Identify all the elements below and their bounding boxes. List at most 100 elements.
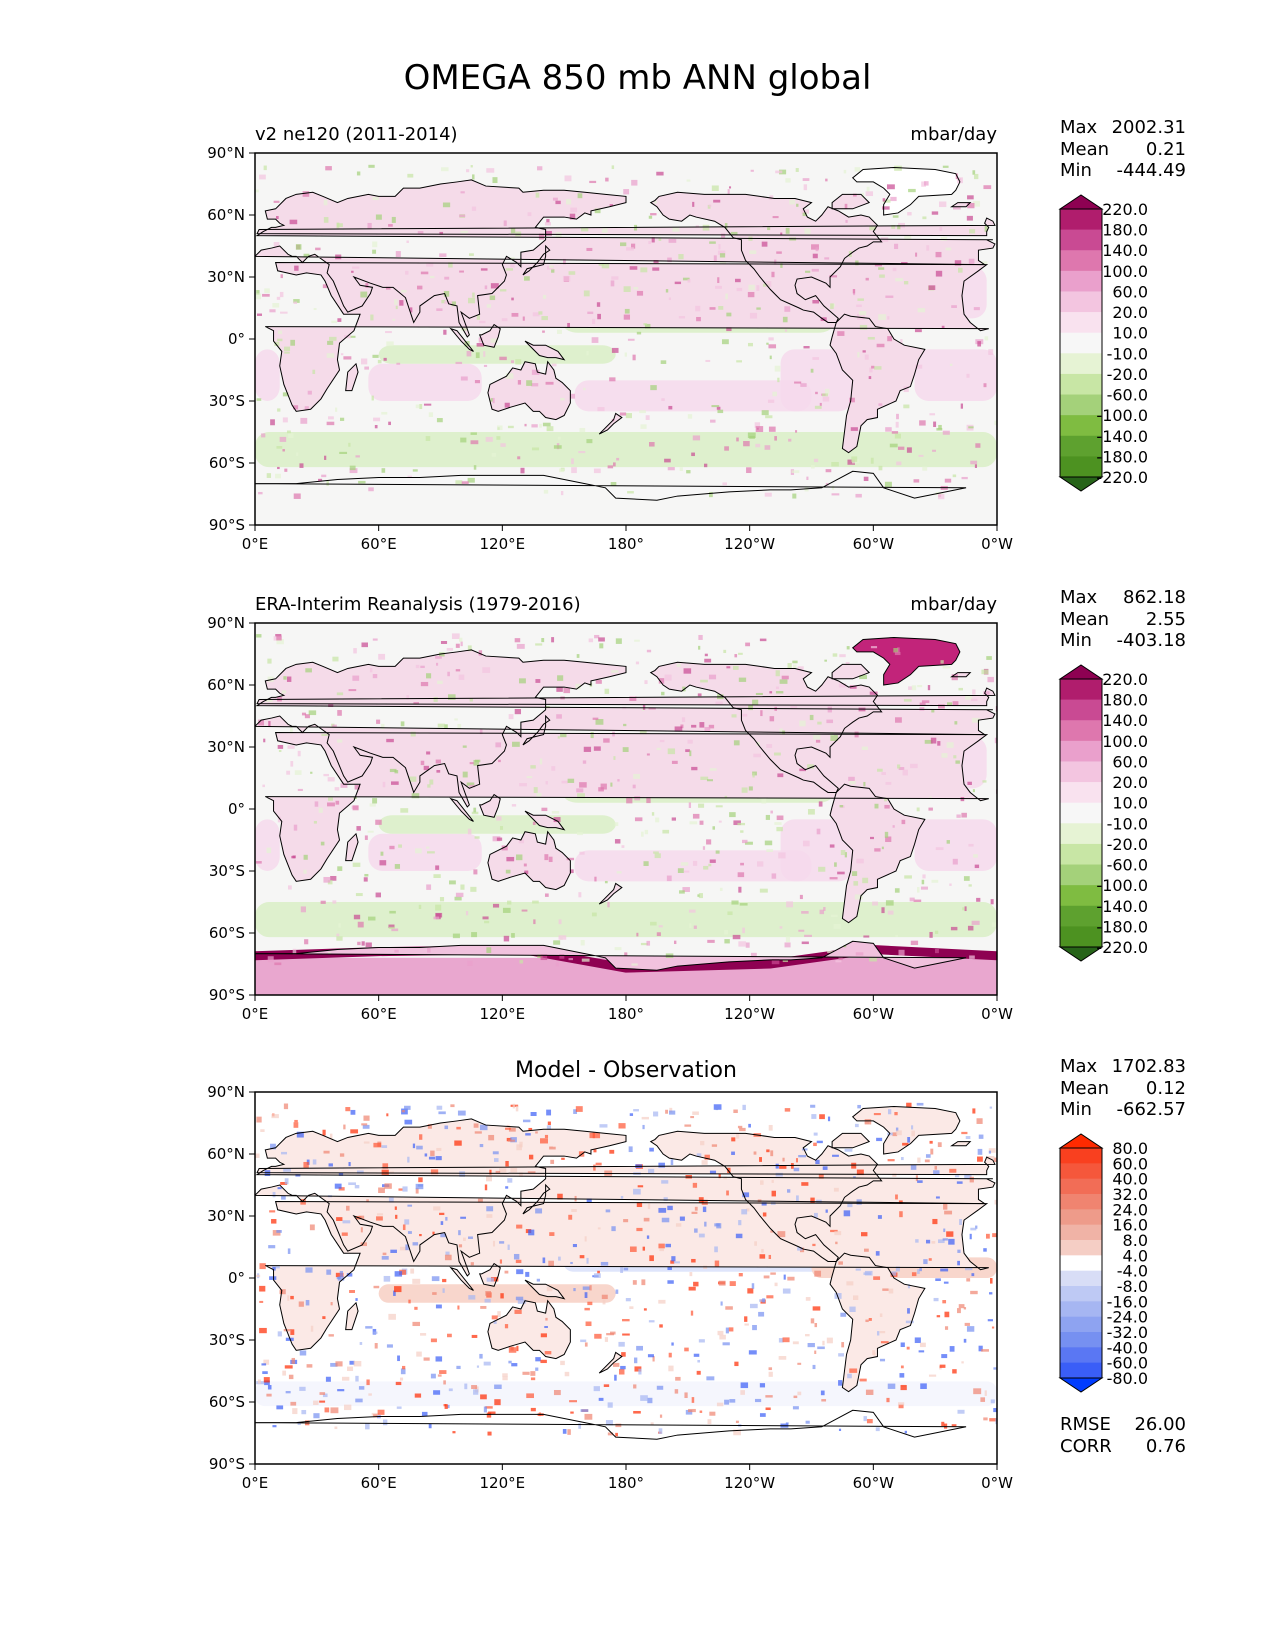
texture-cell: [593, 746, 601, 751]
texture-cell: [372, 354, 379, 358]
texture-cell: [898, 767, 905, 771]
texture-cell: [903, 281, 909, 285]
texture-cell: [344, 1404, 352, 1411]
texture-cell: [428, 1156, 436, 1160]
texture-cell: [761, 410, 769, 416]
texture-cell: [624, 352, 627, 357]
texture-cell: [937, 741, 941, 746]
texture-cell: [488, 1134, 495, 1141]
colorbar-swatch: [1060, 291, 1102, 313]
texture-cell: [479, 1143, 484, 1148]
texture-cell: [863, 781, 866, 787]
texture-cell: [553, 1389, 561, 1396]
texture-cell: [846, 1281, 854, 1286]
texture-cell: [512, 1103, 516, 1109]
texture-cell: [593, 1164, 596, 1171]
texture-cell: [718, 244, 721, 250]
y-tick-label: 0°: [228, 800, 245, 818]
texture-cell: [561, 780, 568, 784]
field-region: [255, 1381, 997, 1407]
texture-cell: [815, 1159, 820, 1165]
texture-cell: [931, 1241, 936, 1244]
texture-cell: [612, 731, 615, 737]
texture-cell: [524, 276, 530, 281]
texture-cell: [768, 426, 776, 432]
texture-cell: [427, 784, 431, 788]
texture-cell: [892, 825, 895, 828]
texture-cell: [919, 702, 926, 706]
texture-cell: [295, 244, 302, 250]
texture-cell: [424, 1153, 428, 1157]
texture-cell: [466, 782, 475, 786]
texture-cell: [474, 836, 480, 839]
coastline-borneo: [478, 1262, 501, 1287]
texture-cell: [594, 1333, 602, 1339]
texture-cell: [887, 1159, 895, 1162]
texture-cell: [929, 796, 932, 800]
texture-cell: [443, 329, 447, 335]
texture-cell: [738, 886, 742, 893]
texture-cell: [499, 1241, 505, 1244]
stat-label: Mean: [1060, 138, 1110, 160]
texture-cell: [618, 1341, 625, 1347]
field-region: [255, 902, 997, 938]
x-tick-label: 180°: [608, 535, 644, 553]
texture-cell: [873, 1276, 881, 1280]
texture-cell: [739, 1127, 746, 1132]
texture-cell: [666, 875, 672, 882]
texture-cell: [592, 717, 599, 720]
texture-cell: [579, 851, 585, 855]
texture-cell: [972, 170, 976, 175]
land-baffin: [832, 194, 870, 209]
texture-cell: [499, 289, 507, 292]
texture-cell: [775, 686, 779, 690]
texture-cell: [941, 1421, 945, 1427]
texture-cell: [436, 308, 443, 311]
texture-cell: [698, 1339, 705, 1343]
texture-cell: [386, 1344, 393, 1348]
texture-cell: [576, 831, 583, 836]
texture-cell: [436, 662, 439, 666]
colorbar-frame: [1059, 678, 1103, 948]
colorbar-level-label: -8.0: [1117, 1277, 1148, 1296]
texture-cell: [389, 768, 397, 773]
texture-cell: [570, 1261, 573, 1265]
texture-cell: [980, 1397, 986, 1402]
texture-cell: [811, 244, 819, 250]
texture-cell: [439, 1212, 445, 1216]
texture-cell: [607, 1432, 614, 1436]
texture-cell: [519, 960, 524, 964]
texture-cell: [516, 1345, 519, 1352]
texture-cell: [527, 1171, 536, 1174]
texture-cell: [283, 1103, 289, 1110]
stat-value: 0.12: [1145, 1077, 1186, 1099]
texture-cell: [639, 410, 646, 414]
texture-cell: [667, 1280, 674, 1284]
texture-cell: [296, 452, 299, 456]
texture-cell: [473, 1123, 479, 1128]
texture-cell: [838, 1380, 843, 1386]
texture-cell: [423, 765, 430, 771]
texture-cell: [909, 897, 915, 902]
texture-cell: [615, 1289, 619, 1294]
texture-cell: [916, 807, 920, 812]
texture-cell: [463, 1237, 466, 1241]
texture-cell: [435, 656, 442, 659]
texture-cell: [483, 1361, 491, 1366]
texture-cell: [640, 267, 648, 273]
texture-cell: [830, 914, 838, 917]
texture-cell: [776, 826, 783, 832]
texture-cell: [306, 1364, 313, 1368]
x-tick-label: 180°: [608, 1474, 644, 1492]
colorbar-swatch: [1060, 1224, 1102, 1241]
texture-cell: [261, 433, 266, 438]
texture-cell: [789, 199, 796, 205]
texture-cell: [544, 893, 549, 897]
texture-cell: [315, 247, 321, 251]
texture-cell: [303, 854, 308, 860]
texture-cell: [358, 1386, 365, 1390]
colorbar-swatch: [1060, 1347, 1102, 1364]
texture-cell: [721, 233, 726, 238]
texture-cell: [435, 865, 440, 870]
texture-cell: [499, 826, 504, 830]
